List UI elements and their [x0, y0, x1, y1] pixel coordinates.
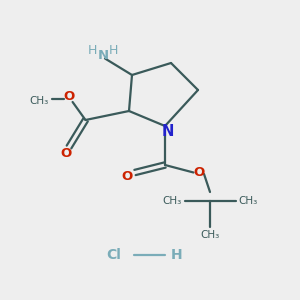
- Text: CH₃: CH₃: [29, 95, 49, 106]
- Text: H: H: [108, 44, 118, 57]
- Text: Cl: Cl: [106, 248, 122, 262]
- Text: CH₃: CH₃: [200, 230, 220, 240]
- Text: N: N: [161, 124, 174, 139]
- Text: O: O: [194, 166, 205, 179]
- Text: N: N: [97, 49, 109, 62]
- Text: O: O: [60, 147, 72, 160]
- Text: CH₃: CH₃: [162, 196, 182, 206]
- Text: O: O: [63, 89, 75, 103]
- Text: CH₃: CH₃: [238, 196, 258, 206]
- Text: H: H: [87, 44, 97, 57]
- Text: O: O: [121, 170, 132, 183]
- Text: H: H: [171, 248, 183, 262]
